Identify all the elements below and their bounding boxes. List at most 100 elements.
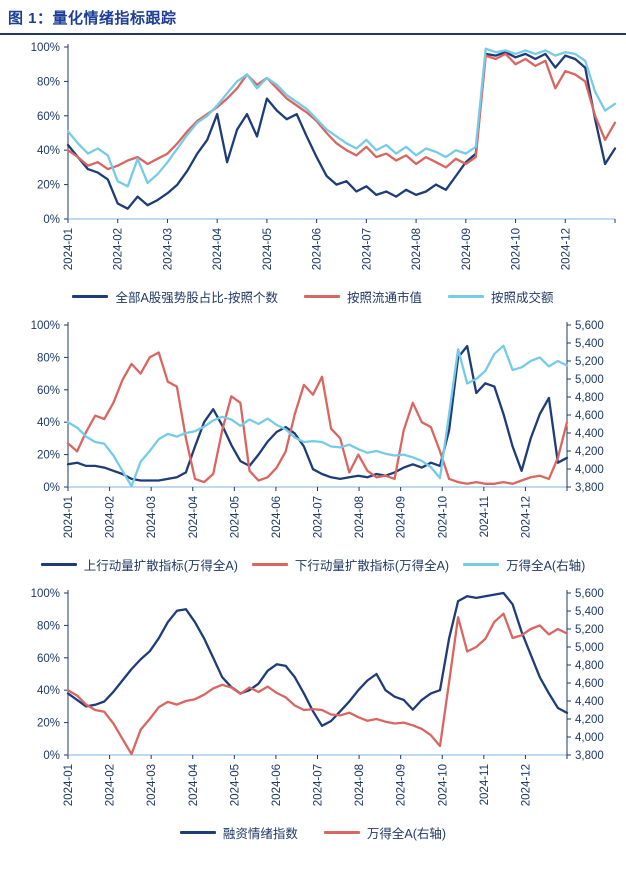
svg-text:2024-08: 2024-08 (354, 764, 366, 806)
legend-item: 上行动量扩散指标(万得全A) (40, 555, 238, 574)
svg-text:0%: 0% (43, 214, 60, 226)
line-swatch-lightblue (463, 562, 500, 566)
svg-text:2024-01: 2024-01 (63, 764, 75, 806)
legend-label: 按照成交额 (491, 290, 554, 305)
svg-text:4,600: 4,600 (575, 678, 604, 690)
svg-text:4,800: 4,800 (575, 660, 604, 672)
svg-text:80%: 80% (37, 620, 60, 632)
legend-label: 万得全A(右轴) (506, 558, 586, 573)
line-swatch-navy (179, 830, 216, 834)
svg-text:2024-06: 2024-06 (271, 764, 283, 806)
svg-text:20%: 20% (37, 450, 60, 462)
svg-text:2024-12: 2024-12 (520, 496, 532, 538)
svg-text:5,200: 5,200 (575, 356, 604, 368)
legend-label: 按照流通市值 (346, 290, 422, 305)
svg-text:2024-11: 2024-11 (479, 496, 491, 537)
legend-item: 下行动量扩散指标(万得全A) (251, 555, 450, 574)
svg-text:2024-04: 2024-04 (212, 227, 224, 270)
svg-text:2024-10: 2024-10 (437, 496, 449, 538)
svg-text:2024-08: 2024-08 (411, 228, 423, 270)
svg-text:2024-06: 2024-06 (271, 496, 283, 538)
svg-text:5,000: 5,000 (575, 642, 604, 654)
line-swatch-lightblue (448, 294, 484, 298)
svg-text:2024-07: 2024-07 (313, 496, 325, 538)
svg-text:5,400: 5,400 (575, 338, 604, 350)
svg-text:2024-12: 2024-12 (560, 228, 572, 270)
svg-text:2024-02: 2024-02 (105, 764, 117, 806)
line-swatch-navy (40, 562, 77, 566)
line-swatch-navy (72, 294, 109, 298)
svg-text:2024-03: 2024-03 (146, 496, 158, 538)
figure-title: 图 1：量化情绪指标跟踪 (8, 10, 177, 27)
svg-text:0%: 0% (43, 750, 60, 762)
line-swatch-red (251, 562, 288, 566)
svg-text:3,800: 3,800 (575, 750, 604, 762)
svg-text:2024-10: 2024-10 (437, 764, 449, 806)
legend-chart3: 融资情绪指数 万得全A(右轴) (0, 823, 626, 841)
svg-text:60%: 60% (37, 111, 60, 123)
svg-text:20%: 20% (37, 718, 60, 730)
svg-text:100%: 100% (31, 42, 60, 54)
legend-label: 全部A股强势股占比-按照个数 (115, 290, 278, 305)
svg-text:2024-10: 2024-10 (511, 228, 523, 270)
svg-text:2024-01: 2024-01 (63, 496, 75, 538)
svg-text:4,000: 4,000 (575, 464, 604, 476)
legend-chart1: 全部A股强势股占比-按照个数 按照流通市值 按照成交额 (0, 287, 626, 305)
figure-header: 图 1：量化情绪指标跟踪 (0, 8, 626, 30)
svg-text:2024-05: 2024-05 (229, 496, 241, 538)
svg-text:60%: 60% (37, 653, 60, 665)
legend-label: 融资情绪指数 (222, 826, 298, 841)
svg-text:4,800: 4,800 (575, 392, 604, 404)
chart-block-strong-stock-ratio: 0% 20% 40% 60% 80% 100% 2024-01 2024-02 2024-03 2… (0, 39, 626, 305)
svg-text:40%: 40% (37, 417, 60, 429)
svg-text:4,400: 4,400 (575, 696, 604, 708)
chart-canvas-margin-sentiment: 0% 20% 40% 60% 80% 100% 2024-01 2024-02 2024-03 2… (31, 588, 604, 806)
svg-text:60%: 60% (37, 385, 60, 397)
chart-canvas-momentum-diffusion: 0% 20% 40% 60% 80% 100% 2024-01 2024-02 2024-03 2… (31, 320, 604, 538)
legend-chart2: 上行动量扩散指标(万得全A) 下行动量扩散指标(万得全A) 万得全A(右轴) (0, 555, 626, 573)
svg-text:2024-07: 2024-07 (361, 228, 373, 270)
svg-text:4,000: 4,000 (575, 732, 604, 744)
chart-canvas-strong-stock-ratio: 0% 20% 40% 60% 80% 100% 2024-01 2024-02 2024-03 2… (31, 42, 617, 270)
svg-text:2024-04: 2024-04 (188, 495, 200, 538)
svg-text:2024-12: 2024-12 (520, 764, 532, 806)
svg-text:2024-02: 2024-02 (113, 228, 125, 270)
svg-text:20%: 20% (37, 180, 60, 192)
svg-text:80%: 80% (37, 352, 60, 364)
svg-text:2024-07: 2024-07 (313, 764, 325, 806)
svg-text:2024-02: 2024-02 (105, 496, 117, 538)
svg-text:5,200: 5,200 (575, 624, 604, 636)
svg-text:4,200: 4,200 (575, 446, 604, 458)
svg-text:2024-03: 2024-03 (146, 764, 158, 806)
svg-text:0%: 0% (43, 482, 60, 494)
svg-text:2024-08: 2024-08 (354, 496, 366, 538)
svg-text:5,600: 5,600 (575, 320, 604, 332)
svg-text:2024-05: 2024-05 (229, 764, 241, 806)
legend-item: 万得全A(右轴) (463, 555, 585, 574)
svg-text:2024-05: 2024-05 (262, 228, 274, 270)
legend-label: 上行动量扩散指标(万得全A) (83, 558, 238, 573)
legend-item: 融资情绪指数 (179, 823, 298, 842)
svg-text:100%: 100% (31, 588, 60, 600)
svg-text:5,400: 5,400 (575, 606, 604, 618)
svg-text:2024-06: 2024-06 (312, 228, 324, 270)
svg-text:40%: 40% (37, 145, 60, 157)
legend-item: 万得全A(右轴) (323, 823, 447, 842)
svg-text:40%: 40% (37, 685, 60, 697)
svg-text:80%: 80% (37, 76, 60, 88)
legend-item: 按照成交额 (448, 287, 554, 306)
svg-text:2024-03: 2024-03 (162, 228, 174, 270)
svg-text:2024-09: 2024-09 (461, 228, 473, 270)
svg-text:3,800: 3,800 (575, 482, 604, 494)
legend-item: 按照流通市值 (303, 287, 422, 306)
svg-text:5,600: 5,600 (575, 588, 604, 600)
legend-label: 万得全A(右轴) (366, 826, 447, 841)
chart-block-margin-sentiment: 0% 20% 40% 60% 80% 100% 2024-01 2024-02 2024-03 2… (0, 583, 626, 841)
legend-item: 全部A股强势股占比-按照个数 (72, 287, 278, 306)
title-underline (0, 33, 626, 35)
svg-text:5,000: 5,000 (575, 374, 604, 386)
line-swatch-red (323, 830, 360, 834)
legend-label: 下行动量扩散指标(万得全A) (294, 558, 450, 573)
chart-block-momentum-diffusion: 0% 20% 40% 60% 80% 100% 2024-01 2024-02 2024-03 2… (0, 315, 626, 573)
